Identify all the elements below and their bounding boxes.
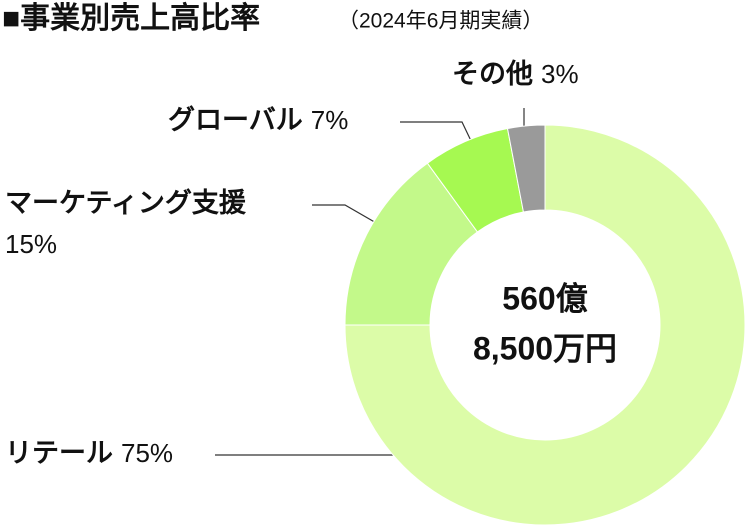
category-label: グローバル bbox=[168, 104, 303, 135]
chart-subtitle: （2024年6月期実績） bbox=[338, 10, 543, 33]
category-label: リテール bbox=[5, 438, 113, 468]
donut-segment bbox=[506, 124, 546, 213]
label: その他 3% bbox=[452, 59, 579, 89]
leader-line bbox=[400, 121, 474, 146]
value-label: 75% bbox=[121, 438, 173, 468]
value-label: 3% bbox=[541, 59, 579, 89]
value-label: 7% bbox=[311, 105, 349, 135]
label: リテール 75% bbox=[5, 438, 173, 468]
donut-segment bbox=[344, 124, 746, 526]
category-label: マーケティング支援 bbox=[5, 187, 247, 218]
center-label: 8,500万円 bbox=[473, 330, 617, 366]
category-label: その他 bbox=[452, 59, 533, 89]
chart-title: ■事業別売上高比率 bbox=[2, 2, 260, 35]
value-label: 15% bbox=[5, 229, 57, 259]
leader-line bbox=[312, 204, 386, 229]
center-label: 560億 bbox=[502, 280, 587, 316]
label: グローバル 7% bbox=[168, 104, 348, 135]
